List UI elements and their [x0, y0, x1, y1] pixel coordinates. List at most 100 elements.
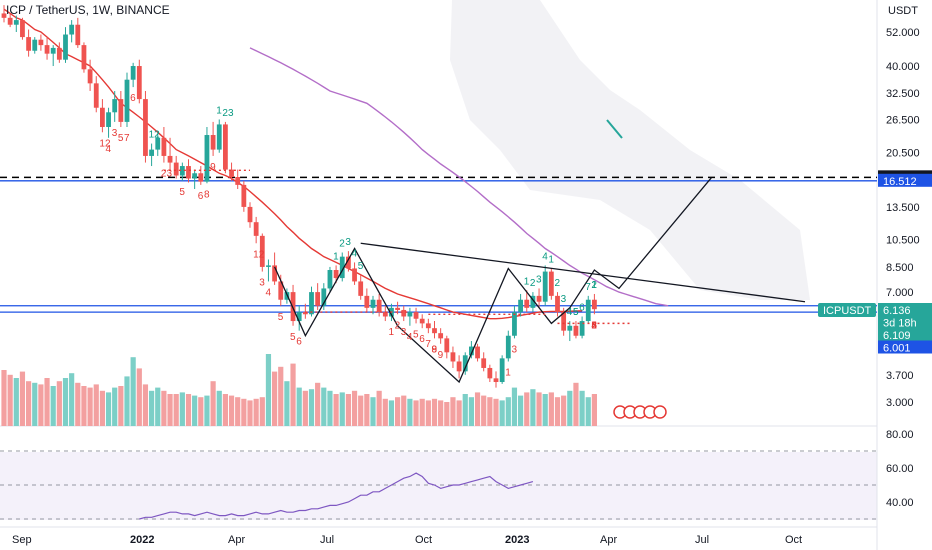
rsi-tick-label: 60.00: [886, 463, 914, 475]
candle: [401, 309, 407, 317]
candle: [579, 321, 585, 336]
volume-bar: [192, 395, 198, 426]
volume-bar: [327, 390, 333, 426]
candle: [136, 66, 142, 100]
td-count-green: 5: [573, 307, 579, 318]
td-count-green: 2: [591, 280, 597, 291]
candle: [38, 39, 44, 46]
td-count-red: 6: [296, 337, 302, 348]
price-tag-label: 6.109: [883, 330, 911, 342]
price-tag: [878, 303, 932, 316]
td-count-red: 9: [438, 350, 444, 361]
volume-bar: [75, 382, 81, 426]
candle: [555, 295, 560, 313]
candle: [358, 281, 364, 296]
volume-bar: [124, 376, 130, 426]
candle: [241, 184, 247, 207]
candle: [118, 99, 124, 122]
time-tick-label: 2022: [130, 534, 154, 546]
volume-bar: [524, 392, 530, 426]
candle: [518, 299, 523, 313]
price-tick-label: 52.000: [886, 27, 920, 39]
price-tag: [878, 328, 932, 341]
forecast-green-stroke: [606, 119, 623, 139]
candle: [321, 288, 327, 306]
td-count-red: 23: [161, 169, 173, 180]
volume-bar: [259, 397, 265, 426]
td-count-red: 2: [591, 320, 597, 331]
candle: [247, 206, 253, 223]
volume-bar: [573, 382, 579, 426]
volume-bar: [591, 394, 597, 426]
candle: [364, 295, 370, 308]
td-count-green: 1: [216, 105, 222, 116]
candle: [524, 299, 530, 308]
volume-bar: [493, 398, 499, 426]
td-count-red: 6: [130, 93, 136, 104]
price-tick-label: 13.500: [886, 202, 920, 214]
candle: [512, 312, 517, 336]
td-count-red: 4: [407, 332, 413, 343]
candle: [179, 166, 185, 176]
volume-bar: [548, 392, 554, 426]
projection-zigzag[interactable]: [274, 177, 712, 384]
volume-bar: [511, 387, 518, 426]
volume-bar: [468, 397, 474, 426]
td-count-green: 3: [536, 274, 542, 285]
price-tick-label: 7.000: [886, 287, 914, 299]
volume-bar: [505, 397, 511, 426]
td-count-red: 9: [210, 162, 216, 173]
event-badge[interactable]: [653, 405, 667, 419]
td-count-red: 6: [198, 191, 204, 202]
td-count-green: 23: [222, 108, 234, 119]
volume-bar: [456, 400, 462, 426]
volume-bar: [308, 389, 315, 426]
volume-bar: [450, 397, 456, 426]
candle: [425, 323, 431, 329]
volume-bar: [241, 398, 247, 426]
candle: [499, 358, 505, 383]
td-count-red: 7: [124, 133, 130, 144]
candle: [259, 235, 265, 267]
volume-bar: [364, 394, 370, 426]
time-tick-label: Jul: [320, 534, 334, 546]
td-count-red: 3: [259, 278, 265, 289]
volume-bar: [149, 390, 155, 426]
volume-bar: [87, 387, 93, 426]
td-count-green: 3: [561, 294, 567, 305]
event-badges[interactable]: [613, 405, 667, 419]
volume-bar: [284, 381, 290, 426]
td-count-green: 5: [573, 307, 579, 318]
candle: [278, 281, 284, 300]
candle: [561, 312, 567, 331]
neckline[interactable]: [360, 242, 806, 303]
td-count-red: 5: [118, 133, 124, 144]
candle: [272, 265, 277, 282]
td-count-green: 5: [358, 261, 364, 272]
volume-bar: [438, 400, 444, 426]
rsi-tick-label: 80.00: [886, 429, 914, 441]
candle: [469, 346, 474, 356]
candle: [75, 24, 81, 46]
volume-bar: [272, 371, 278, 426]
candle: [296, 312, 302, 322]
candle: [106, 112, 111, 127]
volume-bar: [265, 354, 272, 426]
volume-bar: [345, 394, 351, 426]
candle: [81, 45, 87, 70]
candle: [370, 299, 376, 308]
price-tag-label: 16.512: [883, 176, 917, 188]
td-count-red: 4: [106, 144, 112, 155]
volume-bar: [1, 370, 7, 426]
candle: [124, 79, 130, 122]
candle: [487, 367, 493, 379]
volume-bar: [7, 374, 13, 426]
td-count-red: 5: [591, 320, 597, 331]
candle: [143, 99, 148, 156]
candle: [216, 124, 222, 150]
volume-bar: [290, 363, 296, 426]
price-tag: [878, 340, 932, 354]
td-count-red: 4: [265, 287, 271, 298]
td-count-green: 3: [345, 237, 351, 248]
